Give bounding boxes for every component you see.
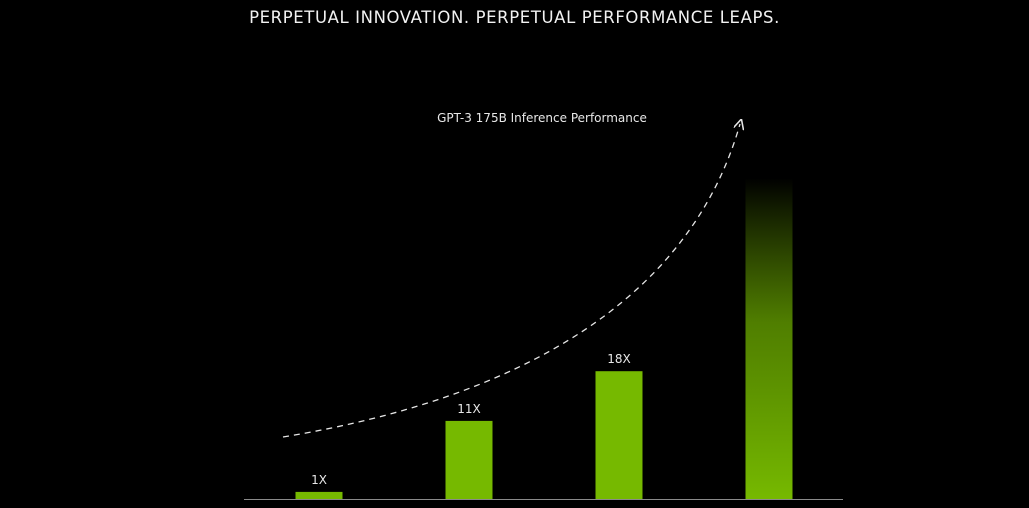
trend-arrow (282, 124, 740, 438)
bar-label-1: 1X (311, 473, 327, 487)
chart-subtitle: GPT-3 175B Inference Performance (437, 111, 647, 125)
bar-label-3: 18X (607, 352, 631, 366)
bar-1 (295, 491, 343, 499)
bar-label-2: 11X (457, 402, 481, 416)
bar-2 (445, 420, 493, 499)
bar-3 (595, 371, 643, 499)
bars-group: 1X 11X 18X (295, 178, 793, 499)
bar-4 (745, 178, 793, 499)
headline: PERPETUAL INNOVATION. PERPETUAL PERFORMA… (249, 8, 780, 27)
